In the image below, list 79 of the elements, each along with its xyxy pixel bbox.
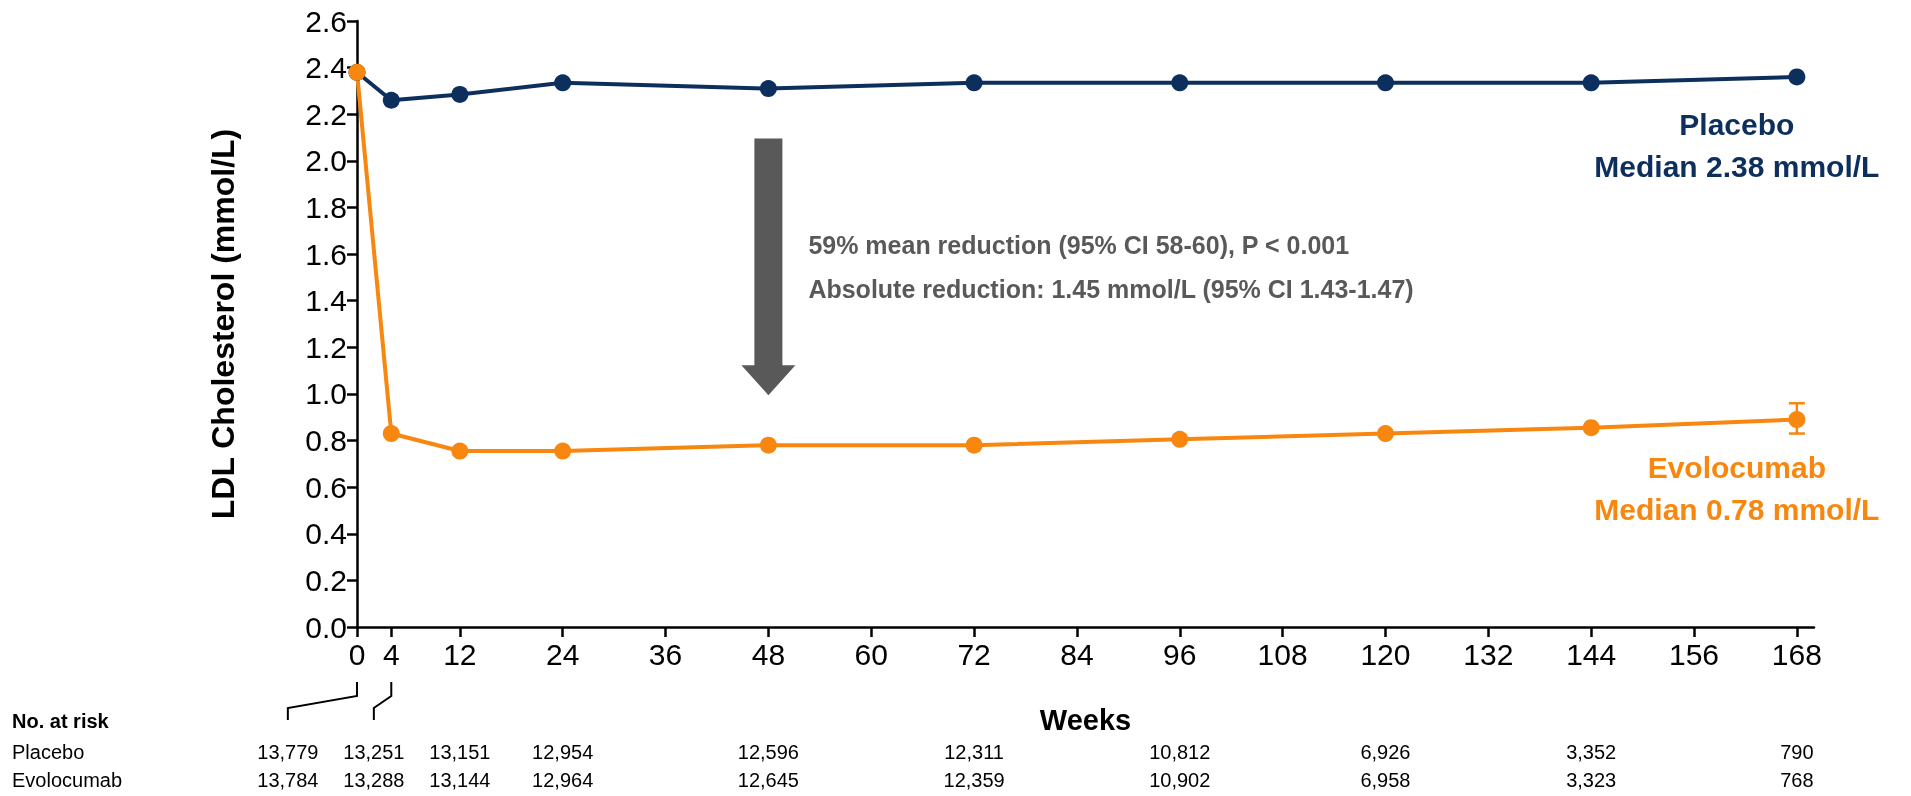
text: No. at risk <box>12 710 110 732</box>
x-tick-label: 144 <box>1566 637 1617 671</box>
point <box>759 80 777 98</box>
y-tick-label: 0.0 <box>305 610 347 644</box>
y-tick-label: 2.6 <box>305 4 347 38</box>
y-tick-label: 2.2 <box>305 97 347 131</box>
point <box>1171 430 1189 448</box>
y-tick-label: 1.4 <box>305 284 347 318</box>
series-label: Placebo <box>1679 108 1795 142</box>
y-tick-label: 1.0 <box>305 377 347 411</box>
y-axis-title: LDL Cholesterol (mmol/L) <box>205 128 241 520</box>
text: 12,311 <box>944 741 1004 763</box>
annotation: Median 0.78 mmol/L <box>1594 493 1880 527</box>
point <box>1788 68 1806 86</box>
text: 10,812 <box>1149 741 1211 763</box>
x-tick-label: 72 <box>957 637 991 671</box>
x-tick-label: 12 <box>443 637 477 671</box>
text: 10,902 <box>1149 769 1211 791</box>
x-tick-label: 0 <box>348 637 366 671</box>
text: 13,288 <box>343 769 405 791</box>
y-tick-label: 0.2 <box>305 563 347 597</box>
x-tick-label: 168 <box>1771 637 1822 671</box>
y-tick-label: 0.6 <box>305 470 347 504</box>
text: 13,784 <box>257 769 319 791</box>
point <box>965 436 983 454</box>
point <box>382 425 400 443</box>
annotation: 59% mean reduction (95% CI 58-60), P < 0.001 <box>808 230 1350 259</box>
x-tick-label: 4 <box>382 637 400 671</box>
text: 768 <box>1780 769 1814 791</box>
y-tick-label: 1.2 <box>305 330 347 364</box>
y-tick-label: 1.6 <box>305 237 347 271</box>
text: 13,144 <box>429 769 491 791</box>
x-tick-label: 24 <box>546 637 580 671</box>
text: 13,779 <box>257 741 319 763</box>
text: 3,352 <box>1566 741 1617 763</box>
x-axis-title: Weeks <box>1039 703 1132 736</box>
text: Placebo <box>12 741 85 763</box>
text: 6,926 <box>1360 741 1411 763</box>
y-tick-label: 0.4 <box>305 517 347 551</box>
text: 790 <box>1780 741 1814 763</box>
y-tick-label: 2.0 <box>305 144 347 178</box>
annotation: Median 2.38 mmol/L <box>1594 150 1880 184</box>
text: 3,323 <box>1566 769 1617 791</box>
point <box>1171 74 1189 92</box>
point <box>554 442 572 460</box>
x-tick-label: 36 <box>648 637 683 671</box>
text: 6,958 <box>1360 769 1411 791</box>
x-tick-label: 48 <box>751 637 786 671</box>
text: 13,251 <box>343 741 405 763</box>
text: 12,645 <box>737 769 799 791</box>
text: 12,964 <box>532 769 594 791</box>
y-tick-label: 0.8 <box>305 424 347 458</box>
x-tick-label: 84 <box>1060 637 1094 671</box>
text: 12,596 <box>737 741 799 763</box>
y-tick-label: 1.8 <box>305 190 347 224</box>
x-tick-label: 156 <box>1668 637 1720 671</box>
y-tick-label: 2.4 <box>305 51 347 85</box>
text: Evolocumab <box>12 769 123 791</box>
point <box>1376 425 1394 443</box>
text: 12,954 <box>532 741 594 763</box>
point <box>451 442 469 460</box>
point <box>382 91 400 109</box>
point <box>1788 411 1806 429</box>
x-tick-label: 96 <box>1163 637 1197 671</box>
annotation: Absolute reduction: 1.45 mmol/L (95% CI 1.43-1.47) <box>808 274 1414 303</box>
x-tick-label: 60 <box>854 637 888 671</box>
x-tick-label: 120 <box>1360 637 1411 671</box>
point <box>451 85 469 103</box>
text: 12,359 <box>943 769 1005 791</box>
point <box>1582 419 1600 437</box>
text: 13,151 <box>429 741 491 763</box>
x-tick-label: 132 <box>1463 637 1514 671</box>
series-label: Evolocumab <box>1647 451 1827 485</box>
point <box>1376 74 1394 92</box>
x-tick-label: 108 <box>1257 637 1308 671</box>
point <box>759 436 777 454</box>
point <box>1582 74 1600 92</box>
point <box>965 74 983 92</box>
point <box>554 74 572 92</box>
